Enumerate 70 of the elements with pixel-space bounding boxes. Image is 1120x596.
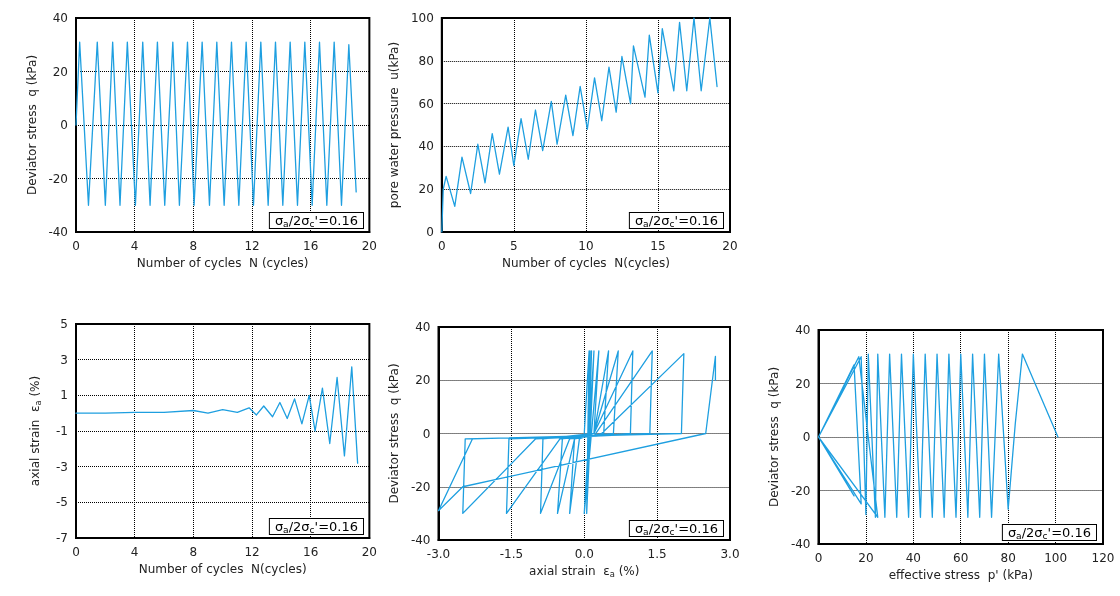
y-tick-label: 20 — [52, 64, 68, 79]
x-tick-label: 0 — [437, 239, 446, 253]
x-tick-label: 1.5 — [647, 547, 667, 561]
y-tick-label: 40 — [415, 320, 431, 334]
y-tick-label: -3 — [56, 459, 68, 474]
y-tick-label: 60 — [418, 96, 434, 111]
x-tick-label: 20 — [722, 239, 738, 253]
y-tick-label: 0 — [422, 426, 431, 441]
x-tick-label: 0.0 — [574, 547, 594, 561]
line-series — [817, 353, 1059, 518]
x-tick-label: 3.0 — [720, 547, 740, 561]
x-tick-label: 16 — [303, 239, 319, 253]
y-tick-label: 20 — [415, 373, 431, 388]
y-tick-label: -20 — [790, 483, 811, 498]
x-tick-label: 0 — [72, 239, 80, 253]
y-tick-label: -5 — [56, 495, 68, 510]
y-axis-title: axial strain εa (%) — [28, 375, 43, 487]
y-axis-title: Deviator stress q (kPa) — [24, 54, 39, 196]
x-tick-label: 4 — [130, 545, 139, 559]
x-tick-label: 100 — [1044, 551, 1068, 565]
x-tick-label: 10 — [578, 239, 594, 253]
y-tick-label: 40 — [418, 139, 434, 154]
y-tick-label: -1 — [56, 424, 68, 438]
x-tick-label: 40 — [905, 551, 921, 565]
x-tick-label: 20 — [361, 545, 378, 559]
y-tick-label: -40 — [48, 225, 68, 239]
x-tick-label: 4 — [130, 239, 139, 253]
y-tick-label: 80 — [418, 53, 434, 68]
x-axis-title: Number of cycles N(cycles) — [138, 561, 307, 576]
y-tick-label: 100 — [410, 11, 434, 25]
y-tick-label: -20 — [410, 479, 431, 494]
y-tick-label: 3 — [60, 352, 68, 367]
x-tick-label: -3.0 — [426, 547, 451, 561]
x-tick-label: 0 — [814, 551, 823, 565]
x-tick-label: 16 — [303, 545, 319, 559]
x-axis-title: Number of cycles N (cycles) — [136, 255, 309, 270]
y-tick-label: 40 — [52, 11, 68, 25]
x-tick-label: 20 — [361, 239, 378, 253]
x-tick-label: 20 — [858, 551, 874, 565]
x-tick-label: 60 — [953, 551, 969, 565]
x-tick-label: 0 — [72, 545, 80, 559]
y-axis-title: Deviator stress q (kPa) — [767, 366, 781, 508]
x-tick-label: 8 — [189, 545, 198, 559]
y-tick-label: -40 — [790, 537, 811, 551]
y-tick-label: 0 — [426, 225, 434, 239]
x-tick-label: 5 — [510, 239, 518, 253]
x-tick-label: 80 — [1000, 551, 1016, 565]
x-axis-title: Number of cycles N(cycles) — [501, 255, 670, 270]
x-tick-label: 12 — [244, 545, 260, 559]
x-tick-label: 8 — [189, 239, 198, 253]
x-tick-label: 120 — [1091, 551, 1115, 565]
y-tick-label: 40 — [795, 323, 811, 337]
y-tick-label: -40 — [410, 533, 431, 547]
y-axis-title: Deviator stress q (kPa) — [387, 363, 401, 504]
line-series — [75, 366, 359, 464]
y-tick-label: 20 — [418, 182, 434, 197]
x-axis-title: effective stress p' (kPa) — [888, 567, 1033, 582]
y-tick-label: 0 — [60, 118, 68, 132]
line-series — [437, 350, 717, 515]
y-tick-label: 20 — [795, 376, 811, 391]
y-axis-title: pore water pressure u(kPa) — [387, 41, 401, 209]
y-tick-label: -20 — [48, 171, 68, 186]
y-tick-label: 5 — [60, 317, 68, 331]
line-series — [75, 41, 357, 206]
x-tick-label: -1.5 — [499, 547, 524, 561]
y-tick-label: -7 — [56, 531, 68, 545]
y-tick-label: 1 — [60, 388, 68, 403]
x-tick-label: 12 — [244, 239, 260, 253]
y-tick-label: 0 — [802, 430, 811, 444]
x-tick-label: 15 — [650, 239, 666, 253]
